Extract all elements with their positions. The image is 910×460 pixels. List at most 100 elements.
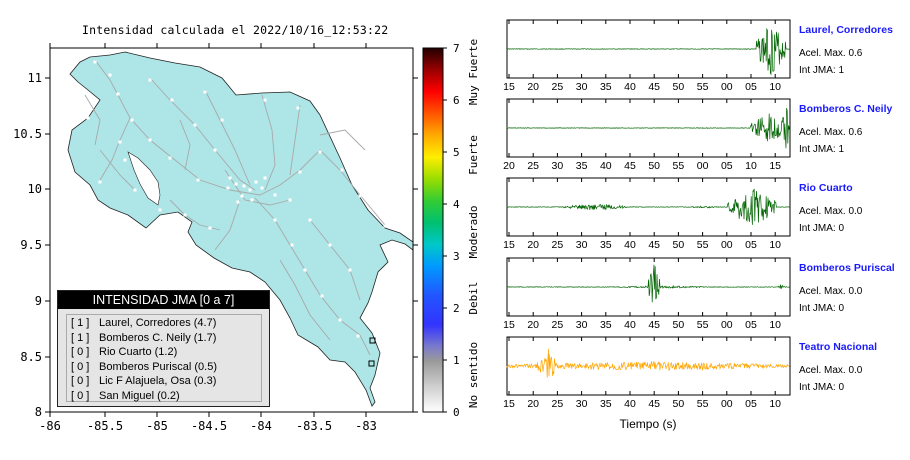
- road-line: [99, 117, 131, 181]
- town-marker: [226, 186, 230, 190]
- colorbar-ticks: 0 1 2 3 4 5 6 7: [443, 42, 460, 419]
- town-marker: [98, 180, 102, 184]
- map-y-tick-label: 10: [28, 182, 42, 196]
- town-marker: [383, 224, 387, 228]
- waveform-trace: [506, 107, 790, 149]
- town-marker: [240, 194, 244, 198]
- station-name: Bomberos C. Neily: [799, 103, 893, 115]
- town-marker: [116, 92, 120, 96]
- station-int: Int JMA: 0: [799, 303, 844, 314]
- map-y-tick-label: 8: [35, 405, 42, 419]
- town-marker: [273, 218, 277, 222]
- waveform-tick-label: 40: [600, 160, 612, 172]
- road-line: [289, 104, 301, 176]
- legend-level: [ 0 ]: [71, 375, 90, 388]
- waveform-tick-label: 25: [527, 160, 539, 172]
- legend-level: [ 0 ]: [71, 360, 90, 373]
- road-line: [319, 129, 366, 151]
- station-int: Int JMA: 1: [799, 144, 844, 155]
- legend-station: Bomberos Puriscal (0.5): [99, 360, 217, 373]
- colorbar-zone-label: Fuerte: [467, 135, 480, 175]
- waveform-trace: [506, 264, 790, 303]
- map-y-tick-label: 9.5: [20, 238, 42, 252]
- waveform-tick-label: 50: [673, 319, 685, 331]
- station-name: Rio Cuarto: [799, 182, 853, 194]
- legend-level: [ 1 ]: [71, 331, 90, 344]
- legend-station: Lic F Alajuela, Osa (0.3): [99, 375, 217, 388]
- road-line: [309, 219, 361, 301]
- road-line: [279, 259, 331, 341]
- station-accel: Acel. Max. 0.6: [799, 48, 863, 59]
- legend-station: San Miguel (0.2): [99, 389, 180, 402]
- legend-rows: [ 1 ] Laurel, Corredores (4.7) [ 1 ] Bombe…: [66, 314, 262, 402]
- waveform-tick-label: 00: [721, 319, 733, 331]
- town-marker: [193, 123, 197, 127]
- waveform-tick-label: 35: [600, 319, 612, 331]
- waveform-tick-label: 20: [527, 319, 539, 331]
- waveform-tick-label: 25: [552, 398, 564, 410]
- legend-level: [ 0 ]: [71, 389, 90, 402]
- waveform-tick-label: 50: [673, 81, 685, 93]
- town-marker: [168, 156, 172, 160]
- town-marker: [340, 168, 344, 172]
- waveform-tick-label: 45: [648, 398, 660, 410]
- road-line: [149, 77, 256, 191]
- waveform-tick-label: 40: [624, 319, 636, 331]
- road-line: [261, 94, 276, 191]
- town-marker: [328, 243, 332, 247]
- town-marker: [183, 213, 187, 217]
- waveform-tick-label: 05: [745, 239, 757, 251]
- waveform-tick-label: 20: [503, 160, 515, 172]
- town-marker: [288, 198, 292, 202]
- colorbar-tick-label: 2: [453, 302, 460, 315]
- town-marker: [242, 184, 246, 188]
- town-marker: [263, 98, 267, 102]
- town-marker: [236, 200, 240, 204]
- map-x-axis: -86 -85.5 -85 -84.5 -84 -83.5 -83: [39, 43, 377, 433]
- station-int: Int JMA: 0: [799, 382, 844, 393]
- waveform-tick-label: 45: [624, 160, 636, 172]
- waveform-tick-label: 00: [721, 239, 733, 251]
- legend-row: [ 0 ] Bomberos Puriscal (0.5): [71, 360, 261, 375]
- land-shape: [67, 51, 413, 407]
- town-markers: [86, 60, 387, 338]
- waveform-trace: [506, 348, 790, 378]
- town-marker: [356, 334, 360, 338]
- station-accel: Acel. Max. 0.0: [799, 206, 863, 217]
- station-marker: [368, 360, 375, 367]
- waveform-tick-label: 00: [721, 81, 733, 93]
- map-x-tick-label: -84: [250, 419, 272, 433]
- waveform-tick-label: 55: [697, 319, 709, 331]
- town-marker: [248, 188, 252, 192]
- legend-row: [ 0 ] Rio Cuarto (1.2): [71, 345, 261, 360]
- town-marker: [148, 138, 152, 142]
- waveform-tick-label: 25: [552, 239, 564, 251]
- waveform-tick-label: 05: [745, 398, 757, 410]
- colorbar-tick-label: 0: [453, 406, 460, 419]
- waveform-panels: 15 20 25 30 35 40 45 50 55 00 05 10 Laurel, Corredor…: [503, 19, 895, 410]
- road-line: [99, 149, 136, 191]
- road-line: [179, 119, 191, 171]
- town-marker: [308, 218, 312, 222]
- colorbar-zone-label: Debil: [467, 281, 480, 314]
- town-marker: [318, 150, 322, 154]
- town-marker: [250, 198, 254, 202]
- town-marker: [158, 208, 162, 212]
- map-y-tick-label: 8.5: [20, 350, 42, 364]
- waveform-tick-label: 40: [624, 239, 636, 251]
- waveform-tick-label: 55: [673, 160, 685, 172]
- map-frame: [49, 47, 414, 413]
- town-marker: [123, 158, 127, 162]
- town-marker: [298, 170, 302, 174]
- station-accel: Acel. Max. 0.0: [799, 286, 863, 297]
- waveform-tick-label: 05: [745, 319, 757, 331]
- legend-row: [ 0 ] Lic F Alajuela, Osa (0.3): [71, 374, 261, 389]
- waveform-tick-label: 50: [648, 160, 660, 172]
- waveform-tick-label: 55: [697, 81, 709, 93]
- station-marker: [369, 337, 376, 344]
- waveform-tick-label: 35: [600, 239, 612, 251]
- waveform-tick-label: 45: [648, 81, 660, 93]
- colorbar-zone-label: No sentido: [467, 342, 480, 408]
- map-y-tick-label: 11: [28, 71, 42, 85]
- town-marker: [86, 116, 90, 120]
